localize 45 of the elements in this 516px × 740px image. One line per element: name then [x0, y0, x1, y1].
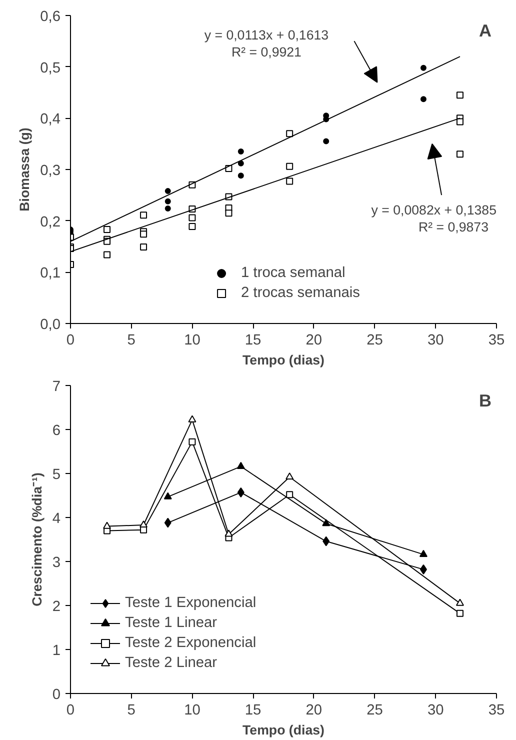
- y-tick-label: 0,1: [40, 266, 60, 282]
- x-tick-label: 5: [127, 332, 136, 348]
- x-tick-label: 0: [66, 332, 75, 348]
- x-axis-title: Tempo (dias): [242, 352, 324, 368]
- x-tick-label: 25: [366, 332, 383, 348]
- y-tick-label: 7: [52, 379, 61, 395]
- y-axis-title: Biomassa (g): [17, 128, 32, 212]
- x-tick-label: 20: [306, 332, 322, 348]
- x-tick-label: 35: [488, 702, 505, 718]
- chart-title: B: [478, 390, 492, 410]
- x-tick-label: 30: [427, 332, 444, 348]
- y-tick-label: 4: [52, 511, 61, 527]
- annotation: y = 0,0113x + 0,1613 R² = 0,9921: [204, 27, 329, 60]
- x-tick-label: 25: [366, 702, 383, 718]
- y-tick-label: 5: [52, 467, 61, 483]
- annotation: y = 0,0082x + 0,1385 R² = 0,9873: [371, 202, 497, 235]
- y-tick-label: 0,5: [40, 60, 60, 76]
- y-tick-label: 0: [52, 687, 61, 703]
- x-axis-title: Tempo (dias): [242, 722, 324, 738]
- y-tick-label: 2: [52, 599, 61, 615]
- x-tick-label: 15: [244, 702, 262, 718]
- legend-label: Teste 1 Exponencial: [125, 595, 256, 611]
- y-axis-title: Crescimento (%dia⁻¹): [29, 472, 44, 606]
- legend-label: 2 trocas semanais: [241, 285, 360, 301]
- y-tick-label: 0,6: [40, 9, 60, 25]
- legend-label: Teste 2 Exponencial: [125, 635, 256, 651]
- legend-label: 1 troca semanal: [241, 265, 346, 281]
- x-tick-label: 35: [488, 332, 505, 348]
- x-tick-label: 0: [66, 702, 75, 718]
- chart-title: A: [478, 20, 492, 40]
- legend-label: Teste 1 Linear: [125, 615, 218, 631]
- y-tick-label: 0,3: [40, 163, 60, 179]
- y-tick-label: 6: [52, 423, 61, 439]
- x-tick-label: 10: [184, 702, 200, 718]
- x-tick-label: 5: [127, 702, 136, 718]
- legend-label: Teste 2 Linear: [125, 655, 218, 671]
- y-tick-label: 3: [52, 555, 61, 571]
- x-tick-label: 10: [184, 332, 200, 348]
- x-tick-label: 20: [306, 702, 322, 718]
- x-tick-label: 15: [244, 332, 262, 348]
- y-tick-label: 1: [52, 643, 61, 659]
- y-tick-label: 0,0: [40, 317, 60, 333]
- y-tick-label: 0,4: [40, 112, 60, 128]
- y-tick-label: 0,2: [40, 214, 60, 230]
- x-tick-label: 30: [427, 702, 444, 718]
